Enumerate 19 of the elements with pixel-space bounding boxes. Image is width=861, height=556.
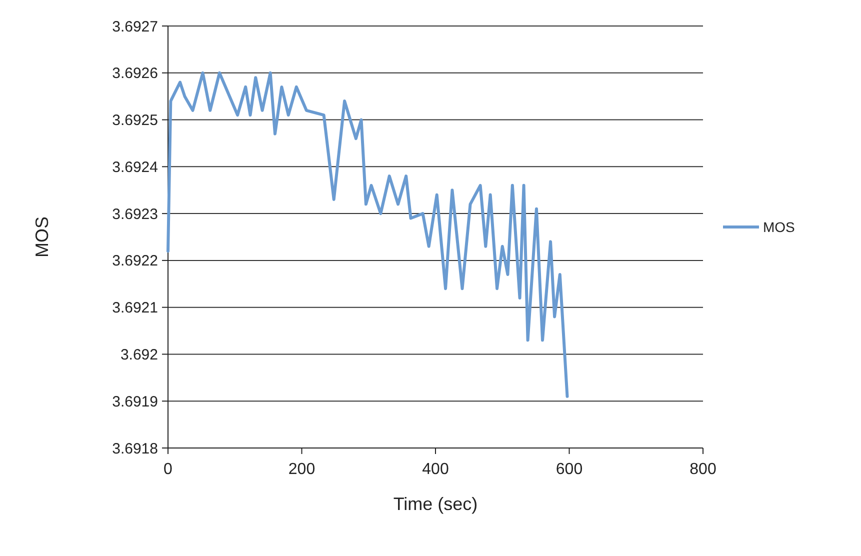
- y-tick-label: 3.6926: [112, 65, 158, 82]
- y-tick-label: 3.692: [120, 346, 158, 364]
- y-axis-title: MOS: [32, 216, 52, 258]
- x-tick-label: 600: [556, 461, 583, 478]
- line-series: [166, 71, 569, 398]
- y-tick-label: 3.6918: [112, 440, 158, 458]
- x-axis-title: Time (sec): [393, 494, 478, 514]
- y-tick-label: 3.6919: [112, 393, 158, 410]
- x-tick-label: 400: [422, 461, 449, 478]
- x-tick-label: 800: [690, 461, 716, 478]
- y-tick-label: 3.6923: [112, 206, 158, 223]
- y-tick-label: 3.6927: [112, 18, 158, 36]
- x-tick-label: 200: [288, 461, 316, 478]
- y-tick-label: 3.6925: [112, 112, 158, 130]
- legend-label: MOS: [763, 218, 795, 235]
- y-tick-label: 3.6921: [112, 300, 158, 317]
- y-tick-label: 3.6924: [112, 158, 158, 176]
- x-tick-label: 0: [164, 461, 173, 478]
- y-tick-label: 3.6922: [112, 252, 158, 270]
